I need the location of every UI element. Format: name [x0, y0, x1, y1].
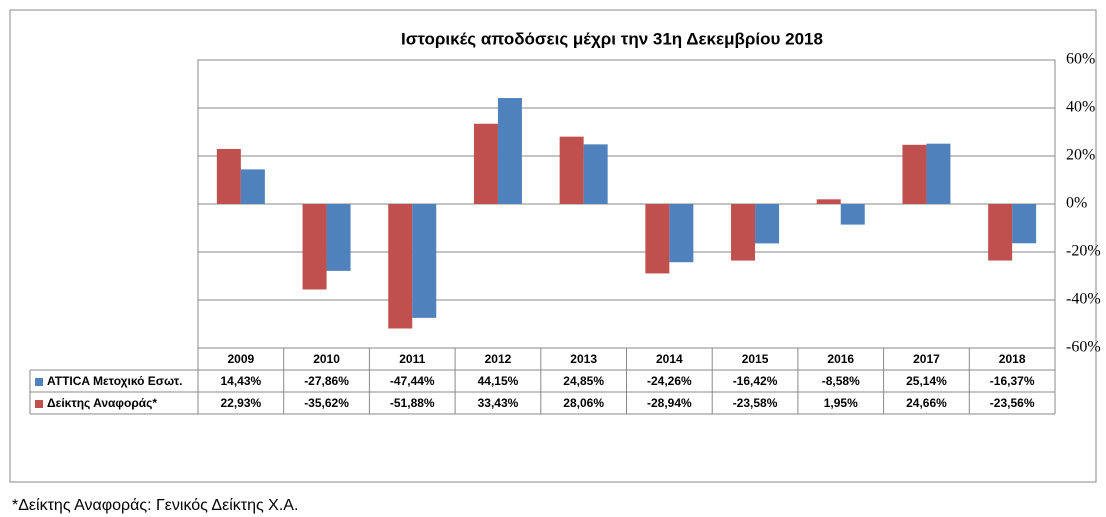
bar — [755, 204, 780, 244]
y-tick-label: -40% — [1066, 291, 1101, 308]
y-tick-label: -20% — [1066, 243, 1101, 260]
bar — [412, 204, 437, 318]
bar — [388, 204, 413, 329]
data-label: 28,06% — [563, 396, 604, 410]
y-tick-label: 40% — [1066, 99, 1095, 116]
data-label: 24,85% — [563, 374, 604, 388]
data-label: -16,42% — [733, 374, 778, 388]
x-tick-label: 2013 — [570, 352, 597, 366]
legend-label: ATTICA Μετοχικό Εσωτ. — [47, 374, 183, 388]
data-label: 24,66% — [906, 396, 947, 410]
bar — [497, 98, 522, 204]
data-label: -23,56% — [990, 396, 1035, 410]
data-label: -28,94% — [647, 396, 692, 410]
bar — [926, 143, 951, 204]
data-label: -51,88% — [390, 396, 435, 410]
data-label: -24,26% — [647, 374, 692, 388]
x-tick-label: 2014 — [656, 352, 683, 366]
x-tick-label: 2009 — [227, 352, 254, 366]
x-tick-label: 2016 — [827, 352, 854, 366]
bar — [559, 136, 584, 204]
x-tick-label: 2015 — [742, 352, 769, 366]
bar — [988, 204, 1013, 261]
bar — [669, 204, 694, 263]
data-label: 22,93% — [220, 396, 261, 410]
data-label: 44,15% — [478, 374, 519, 388]
data-label: -16,37% — [990, 374, 1035, 388]
data-label: -35,62% — [304, 396, 349, 410]
bar — [645, 204, 670, 274]
legend-label: Δείκτης Αναφοράς* — [47, 396, 157, 410]
data-label: -23,58% — [733, 396, 778, 410]
legend-key — [35, 378, 43, 386]
y-tick-label: -60% — [1066, 339, 1101, 356]
footnote: *Δείκτης Αναφοράς: Γενικός Δείκτης Χ.Α. — [12, 497, 298, 514]
bar — [902, 144, 927, 204]
bar — [583, 144, 608, 204]
bar — [216, 148, 241, 204]
bar — [473, 123, 498, 204]
chart-frame — [9, 9, 1097, 483]
data-label: 14,43% — [220, 374, 261, 388]
x-tick-label: 2018 — [999, 352, 1026, 366]
bar — [302, 204, 327, 290]
data-label: -27,86% — [304, 374, 349, 388]
legend-key — [35, 400, 43, 408]
data-label: -8,58% — [822, 374, 860, 388]
y-tick-label: 60% — [1066, 51, 1095, 68]
data-label: -47,44% — [390, 374, 435, 388]
bar — [840, 204, 865, 225]
data-label: 1,95% — [824, 396, 858, 410]
bar — [326, 204, 351, 271]
bar — [731, 204, 756, 261]
x-tick-label: 2017 — [913, 352, 940, 366]
bar — [240, 169, 265, 204]
x-tick-label: 2012 — [485, 352, 512, 366]
y-tick-label: 0% — [1066, 195, 1087, 212]
x-tick-label: 2010 — [313, 352, 340, 366]
chart-title: Ιστορικές αποδόσεις μέχρι την 31η Δεκεμβ… — [401, 29, 823, 48]
data-label: 33,43% — [478, 396, 519, 410]
data-label: 25,14% — [906, 374, 947, 388]
y-tick-label: 20% — [1066, 147, 1095, 164]
bar — [1012, 204, 1037, 244]
bar — [816, 199, 841, 204]
x-tick-label: 2011 — [399, 352, 425, 366]
